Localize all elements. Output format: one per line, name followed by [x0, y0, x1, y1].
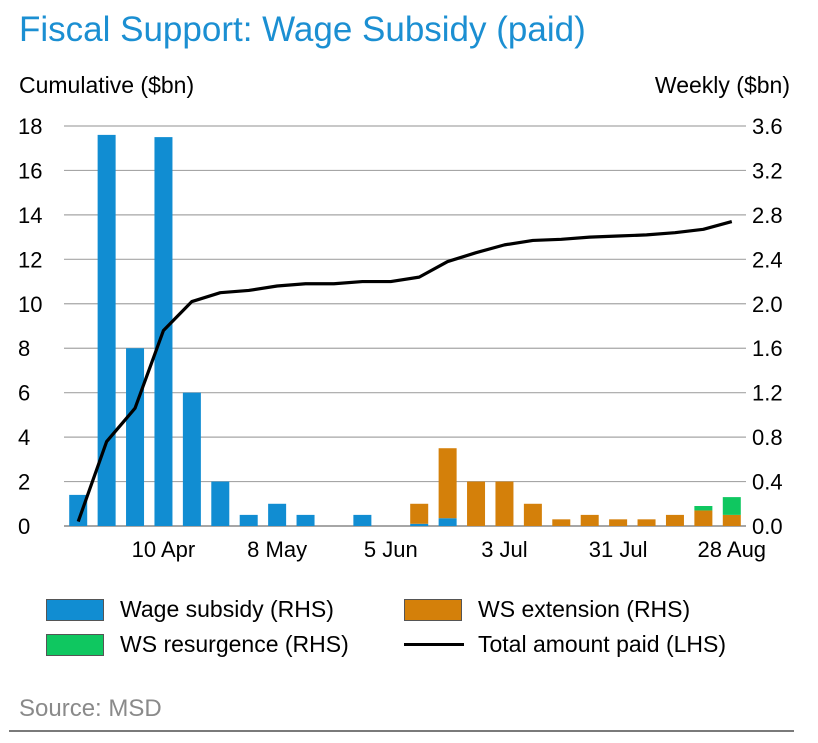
legend-item-total-paid: Total amount paid (LHS) — [404, 631, 726, 658]
bar-wage-subsidy-rhs — [438, 518, 457, 526]
legend-label: WS resurgence (RHS) — [120, 631, 349, 657]
chart-title: Fiscal Support: Wage Subsidy (paid) — [19, 10, 586, 49]
bar-ws-extension-rhs — [609, 519, 628, 526]
legend-label: Total amount paid (LHS) — [478, 631, 727, 657]
line-total-amount-paid — [76, 220, 733, 523]
bar-ws-extension-rhs — [694, 510, 713, 526]
bar-wage-subsidy-rhs — [268, 503, 287, 526]
y-right-tick-label: 2.8 — [752, 203, 783, 228]
bar-ws-extension-rhs — [467, 481, 486, 526]
right-axis-label: Weekly ($bn) — [654, 72, 790, 98]
source-note: Source: MSD — [19, 695, 162, 722]
y-right-tick-label: 3.6 — [752, 114, 783, 139]
y-right-tick-label: 2.4 — [752, 247, 783, 272]
y-left-tick-label: 8 — [18, 336, 30, 361]
bar-ws-extension-rhs — [552, 519, 571, 526]
y-right-tick-label: 1.6 — [752, 336, 783, 361]
x-tick-label: 3 Jul — [481, 537, 527, 562]
x-tick-label: 10 Apr — [132, 537, 196, 562]
bar-wage-subsidy-rhs — [211, 481, 230, 526]
bottom-rule — [9, 730, 794, 732]
bar-ws-extension-rhs — [665, 514, 684, 526]
y-right-tick-label: 0.0 — [752, 514, 783, 539]
bar-wage-subsidy-rhs — [239, 514, 258, 526]
legend-line-total-paid — [404, 643, 464, 646]
x-tick-label: 31 Jul — [589, 537, 648, 562]
bar-ws-resurgence-rhs — [722, 497, 741, 515]
legend-item-ws-extension: WS extension (RHS) — [404, 596, 690, 623]
x-tick-label: 28 Aug — [698, 537, 767, 562]
bar-wage-subsidy-rhs — [410, 523, 429, 526]
bar-ws-resurgence-rhs — [694, 506, 713, 511]
y-left-tick-label: 0 — [18, 514, 30, 539]
x-tick-label: 8 May — [247, 537, 307, 562]
y-right-tick-label: 0.4 — [752, 470, 783, 495]
bar-ws-extension-rhs — [438, 448, 457, 519]
bar-wage-subsidy-rhs — [97, 134, 116, 526]
bar-ws-extension-rhs — [722, 514, 741, 526]
bar-ws-extension-rhs — [580, 514, 599, 526]
y-left-tick-label: 4 — [18, 425, 30, 450]
y-left-tick-label: 12 — [18, 247, 42, 272]
y-left-tick-label: 16 — [18, 158, 42, 183]
chart-plot: 0 2 4 6 8 10 12 14 16 18 0.0 0.4 0.8 1.2 1.6 2.0 2.4 2.8 3… — [18, 114, 783, 562]
y-left-tick-label: 6 — [18, 381, 30, 406]
x-tick-label: 5 Jun — [364, 537, 418, 562]
bar-wage-subsidy-rhs — [353, 514, 372, 526]
legend-swatch-ws-extension — [404, 598, 462, 621]
y-left-tick-label: 14 — [18, 203, 42, 228]
y-left-tick-label: 18 — [18, 114, 42, 139]
y-left-tick-label: 10 — [18, 292, 42, 317]
bar-ws-extension-rhs — [523, 503, 542, 526]
y-left-tick-label: 2 — [18, 470, 30, 495]
bar-ws-extension-rhs — [495, 481, 514, 526]
legend-swatch-wage-subsidy — [46, 598, 104, 621]
y-right-tick-label: 0.8 — [752, 425, 783, 450]
legend-label: WS extension (RHS) — [478, 596, 691, 622]
bar-wage-subsidy-rhs — [296, 514, 315, 526]
left-axis-label: Cumulative ($bn) — [19, 72, 195, 98]
legend-label: Wage subsidy (RHS) — [120, 596, 334, 622]
bar-wage-subsidy-rhs — [69, 494, 88, 526]
legend-swatch-ws-resurgence — [46, 633, 104, 656]
legend-item-ws-resurgence: WS resurgence (RHS) — [46, 631, 349, 658]
bar-wage-subsidy-rhs — [182, 392, 201, 526]
y-right-tick-label: 3.2 — [752, 158, 783, 183]
bar-ws-extension-rhs — [410, 503, 429, 524]
y-right-tick-label: 2.0 — [752, 292, 783, 317]
y-right-tick-label: 1.2 — [752, 381, 783, 406]
legend-item-wage-subsidy: Wage subsidy (RHS) — [46, 596, 334, 623]
bar-wage-subsidy-rhs — [126, 348, 145, 526]
bar-ws-extension-rhs — [637, 519, 656, 526]
